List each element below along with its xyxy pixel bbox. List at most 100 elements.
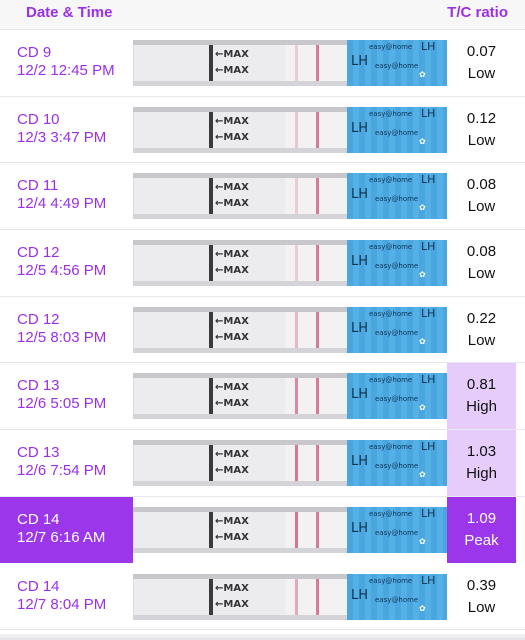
test-strip-photo[interactable]: ←MAX ←MAX LH LH easy@home easy@home ✿ bbox=[133, 106, 447, 153]
tc-ratio-value: 0.81 bbox=[466, 376, 497, 394]
strip-edge-bottom bbox=[133, 547, 447, 553]
test-datetime-label: 12/4 4:49 PM bbox=[17, 195, 107, 213]
control-line bbox=[316, 111, 319, 148]
tc-ratio-cell[interactable]: 0.07 Low bbox=[447, 30, 516, 96]
test-result-row[interactable]: CD 12 12/5 8:03 PM ←MAX ←MAX LH LH easy@… bbox=[0, 297, 525, 364]
lh-label: LH bbox=[421, 440, 436, 454]
flower-icon: ✿ bbox=[419, 136, 426, 146]
control-line bbox=[316, 378, 319, 415]
lh-label: LH bbox=[421, 40, 436, 53]
date-time-cell[interactable]: CD 13 12/6 7:54 PM bbox=[0, 430, 133, 496]
brand-label: easy@home bbox=[375, 395, 419, 404]
list-header: Date & Time T/C ratio bbox=[0, 0, 525, 30]
date-time-cell[interactable]: CD 14 12/7 8:04 PM bbox=[0, 564, 133, 630]
tc-ratio-cell[interactable]: 0.08 Low bbox=[447, 230, 516, 296]
max-marker-bar bbox=[209, 445, 213, 482]
tc-ratio-cell[interactable]: 0.12 Low bbox=[447, 97, 516, 163]
date-time-cell[interactable]: CD 13 12/6 5:05 PM bbox=[0, 363, 133, 429]
date-time-cell[interactable]: CD 10 12/3 3:47 PM bbox=[0, 97, 133, 163]
test-result-row[interactable]: CD 13 12/6 5:05 PM ←MAX ←MAX LH LH easy@… bbox=[0, 363, 525, 431]
lh-label: LH bbox=[421, 106, 436, 120]
max-marker-bar bbox=[209, 111, 213, 148]
date-time-column-header[interactable]: Date & Time bbox=[26, 4, 113, 21]
date-time-cell[interactable]: CD 12 12/5 4:56 PM bbox=[0, 230, 133, 296]
tc-ratio-cell[interactable]: 0.39 Low bbox=[447, 564, 516, 630]
max-label: ←MAX bbox=[215, 198, 249, 210]
control-line bbox=[316, 445, 319, 482]
test-datetime-label: 12/6 5:05 PM bbox=[17, 395, 107, 413]
test-datetime-label: 12/7 6:16 AM bbox=[17, 528, 106, 546]
cycle-day-label: CD 12 bbox=[17, 310, 60, 328]
control-line bbox=[316, 311, 319, 348]
test-strip-photo[interactable]: ←MAX ←MAX LH LH easy@home easy@home ✿ bbox=[133, 306, 447, 353]
test-strip-photo[interactable]: ←MAX ←MAX LH LH easy@home easy@home ✿ bbox=[133, 240, 447, 287]
strip-edge-bottom bbox=[133, 481, 447, 487]
date-time-cell[interactable]: CD 14 12/7 6:16 AM bbox=[0, 496, 133, 563]
tc-ratio-value: 1.09 bbox=[466, 509, 497, 527]
scrollbar[interactable] bbox=[518, 0, 522, 640]
control-line bbox=[316, 511, 319, 548]
bottom-edge bbox=[0, 634, 525, 640]
tc-ratio-cell[interactable]: 0.08 Low bbox=[447, 163, 516, 229]
test-line bbox=[295, 311, 298, 348]
strip-edge-bottom bbox=[133, 281, 447, 287]
test-strip-photo[interactable]: ←MAX ←MAX LH LH easy@home easy@home ✿ bbox=[133, 506, 447, 553]
test-strip-photo[interactable]: ←MAX ←MAX LH LH easy@home easy@home ✿ bbox=[133, 440, 447, 487]
max-label: ←MAX bbox=[215, 449, 249, 461]
test-result-list[interactable]: CD 9 12/2 12:45 PM ←MAX ←MAX LH LH easy@… bbox=[0, 30, 525, 631]
tc-ratio-cell[interactable]: 0.81 High bbox=[447, 363, 516, 430]
strip-edge-top bbox=[133, 440, 447, 446]
control-line bbox=[316, 578, 319, 615]
lh-level-label: Low bbox=[467, 331, 496, 349]
max-marker-bar bbox=[209, 178, 213, 215]
test-result-row[interactable]: CD 10 12/3 3:47 PM ←MAX ←MAX LH LH easy@… bbox=[0, 97, 525, 164]
strip-handle: LH LH easy@home easy@home ✿ bbox=[347, 573, 447, 620]
tc-ratio-cell[interactable]: 1.09 Peak bbox=[447, 496, 516, 563]
date-time-cell[interactable]: CD 11 12/4 4:49 PM bbox=[0, 163, 133, 229]
test-result-row[interactable]: CD 11 12/4 4:49 PM ←MAX ←MAX LH LH easy@… bbox=[0, 163, 525, 231]
cycle-day-label: CD 13 bbox=[17, 377, 60, 395]
tc-ratio-cell[interactable]: 0.22 Low bbox=[447, 297, 516, 363]
test-line bbox=[295, 578, 298, 615]
tc-ratio-value: 0.08 bbox=[466, 176, 497, 194]
lh-level-label: Low bbox=[467, 265, 496, 283]
brand-label: easy@home bbox=[375, 528, 419, 537]
lh-label: LH bbox=[351, 187, 369, 203]
max-label: ←MAX bbox=[215, 582, 249, 594]
test-result-row[interactable]: CD 14 12/7 8:04 PM ←MAX ←MAX LH LH easy@… bbox=[0, 564, 525, 631]
lh-label: LH bbox=[421, 373, 436, 387]
test-result-row[interactable]: CD 12 12/5 4:56 PM ←MAX ←MAX LH LH easy@… bbox=[0, 230, 525, 297]
tc-ratio-value: 0.22 bbox=[466, 309, 497, 327]
date-time-cell[interactable]: CD 9 12/2 12:45 PM bbox=[0, 30, 133, 96]
strip-edge-top bbox=[133, 106, 447, 112]
tc-ratio-cell[interactable]: 1.03 High bbox=[447, 430, 516, 496]
brand-label: easy@home bbox=[369, 43, 413, 51]
test-strip-photo[interactable]: ←MAX ←MAX LH LH easy@home easy@home ✿ bbox=[133, 373, 447, 420]
test-line bbox=[295, 178, 298, 215]
lh-level-label: Low bbox=[467, 131, 496, 149]
test-line bbox=[295, 511, 298, 548]
tc-ratio-value: 1.03 bbox=[466, 443, 497, 461]
test-result-row[interactable]: CD 13 12/6 7:54 PM ←MAX ←MAX LH LH easy@… bbox=[0, 430, 525, 497]
flower-icon: ✿ bbox=[419, 336, 426, 346]
tc-ratio-column-header[interactable]: T/C ratio bbox=[447, 4, 508, 21]
max-marker-bar bbox=[209, 511, 213, 548]
test-result-row[interactable]: CD 9 12/2 12:45 PM ←MAX ←MAX LH LH easy@… bbox=[0, 30, 525, 97]
lh-label: LH bbox=[351, 387, 369, 403]
strip-edge-bottom bbox=[133, 214, 447, 220]
brand-label: easy@home bbox=[375, 195, 419, 204]
max-label: ←MAX bbox=[215, 182, 249, 194]
test-strip-photo[interactable]: ←MAX ←MAX LH LH easy@home easy@home ✿ bbox=[133, 173, 447, 220]
strip-edge-top bbox=[133, 306, 447, 312]
strip-handle: LH LH easy@home easy@home ✿ bbox=[347, 440, 447, 487]
strip-edge-bottom bbox=[133, 147, 447, 153]
date-time-cell[interactable]: CD 12 12/5 8:03 PM bbox=[0, 297, 133, 363]
lh-level-label: High bbox=[466, 398, 497, 416]
lh-label: LH bbox=[351, 54, 369, 69]
lh-label: LH bbox=[351, 254, 369, 270]
test-strip-photo[interactable]: ←MAX ←MAX LH LH easy@home easy@home ✿ bbox=[133, 573, 447, 620]
strip-edge-top bbox=[133, 240, 447, 246]
test-result-row[interactable]: CD 14 12/7 6:16 AM ←MAX ←MAX LH LH easy@… bbox=[0, 496, 525, 564]
strip-edge-bottom bbox=[133, 347, 447, 353]
test-strip-photo[interactable]: ←MAX ←MAX LH LH easy@home easy@home ✿ bbox=[133, 40, 447, 86]
